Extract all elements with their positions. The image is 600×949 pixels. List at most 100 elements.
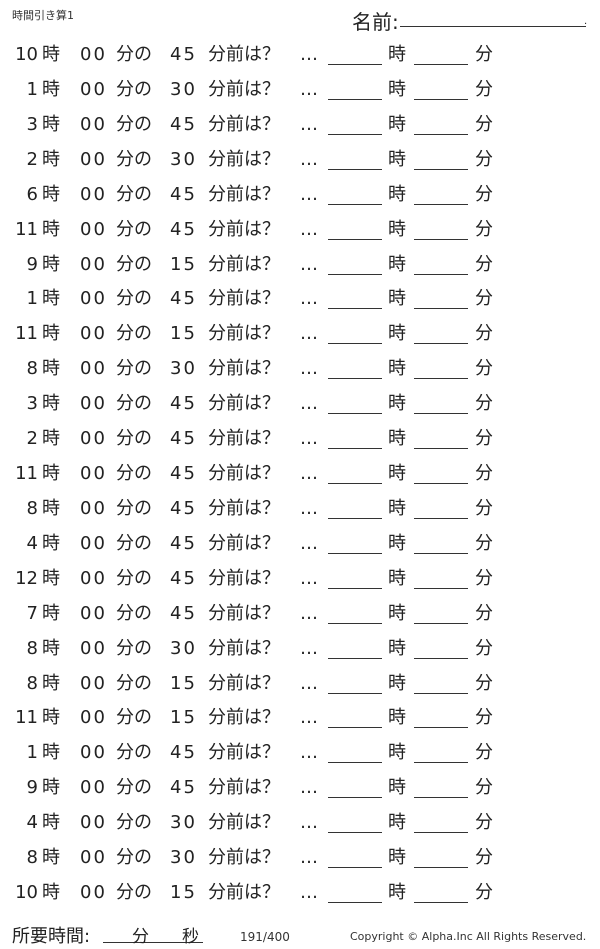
answer-minute-blank[interactable] <box>414 203 468 205</box>
answer-hour-blank[interactable] <box>328 483 382 485</box>
question-text: 分前は？ <box>208 288 280 310</box>
start-minutes: 00 <box>80 323 107 345</box>
start-hour: 9 <box>26 777 38 799</box>
start-minutes: 00 <box>80 882 107 904</box>
answer-minute-blank[interactable] <box>414 832 468 834</box>
subtract-minutes: 15 <box>170 672 197 694</box>
answer-minute-blank[interactable] <box>414 64 468 65</box>
hour-unit: 時 <box>42 288 60 310</box>
answer-minute-blank[interactable] <box>414 867 468 869</box>
answer-minute-blank[interactable] <box>414 273 468 275</box>
answer-hour-blank[interactable] <box>328 168 382 170</box>
answer-minute-blank[interactable] <box>414 762 468 764</box>
hour-unit: 時 <box>42 323 60 345</box>
answer-hour-blank[interactable] <box>328 308 382 310</box>
answer-minute-unit: 分 <box>475 812 493 834</box>
answer-minute-blank[interactable] <box>414 902 468 904</box>
start-hour: 2 <box>26 148 38 170</box>
subtract-minutes: 45 <box>170 288 197 310</box>
answer-hour-blank[interactable] <box>328 343 382 345</box>
answer-hour-blank[interactable] <box>328 98 382 100</box>
answer-hour-blank[interactable] <box>328 238 382 240</box>
answer-minute-blank[interactable] <box>414 168 468 170</box>
problem-row: 10 時 00 分の 45 分前は？… 時分 <box>0 44 600 74</box>
ellipsis: … <box>300 672 318 694</box>
answer-minute-unit: 分 <box>475 497 493 519</box>
answer-hour-blank[interactable] <box>328 448 382 450</box>
answer-hour-blank[interactable] <box>328 552 382 554</box>
ellipsis: … <box>300 532 318 554</box>
answer-hour-blank[interactable] <box>328 273 382 275</box>
answer-minute-blank[interactable] <box>414 238 468 240</box>
worksheet-title: 時間引き算1 <box>12 9 74 22</box>
answer-minute-blank[interactable] <box>414 448 468 450</box>
answer-hour-blank[interactable] <box>328 622 382 624</box>
subtract-minutes: 45 <box>170 567 197 589</box>
problem-row: 7 時 00 分の 45 分前は？… 時分 <box>0 603 600 633</box>
hour-unit: 時 <box>42 183 60 205</box>
minute-unit: 分の <box>116 812 152 834</box>
answer-minute-unit: 分 <box>475 183 493 205</box>
answer-hour-blank[interactable] <box>328 203 382 205</box>
answer-minute-blank[interactable] <box>414 413 468 415</box>
start-minutes: 00 <box>80 148 107 170</box>
answer-hour-blank[interactable] <box>328 133 382 135</box>
answer-minute-blank[interactable] <box>414 98 468 100</box>
answer-hour-blank[interactable] <box>328 867 382 869</box>
question-text: 分前は？ <box>208 672 280 694</box>
question-text: 分前は？ <box>208 847 280 869</box>
subtract-minutes: 45 <box>170 532 197 554</box>
answer-hour-blank[interactable] <box>328 413 382 415</box>
answer-minute-blank[interactable] <box>414 727 468 729</box>
answer-hour-unit: 時 <box>388 497 406 519</box>
minute-unit: 分の <box>116 44 152 65</box>
start-hour: 1 <box>26 288 38 310</box>
answer-hour-blank[interactable] <box>328 692 382 694</box>
answer-hour-blank[interactable] <box>328 727 382 729</box>
answer-hour-unit: 時 <box>388 847 406 869</box>
answer-minute-unit: 分 <box>475 393 493 415</box>
question-text: 分前は？ <box>208 428 280 450</box>
answer-hour-blank[interactable] <box>328 762 382 764</box>
hour-unit: 時 <box>42 777 60 799</box>
answer-minute-blank[interactable] <box>414 692 468 694</box>
question-text: 分前は？ <box>208 567 280 589</box>
answer-hour-blank[interactable] <box>328 587 382 589</box>
time-required-line[interactable] <box>103 942 203 943</box>
answer-hour-blank[interactable] <box>328 378 382 380</box>
answer-minute-blank[interactable] <box>414 552 468 554</box>
answer-hour-blank[interactable] <box>328 64 382 65</box>
start-hour: 3 <box>26 393 38 415</box>
start-minutes: 00 <box>80 497 107 519</box>
ellipsis: … <box>300 847 318 869</box>
answer-minute-blank[interactable] <box>414 343 468 345</box>
start-hour: 8 <box>26 358 38 380</box>
answer-hour-blank[interactable] <box>328 832 382 834</box>
subtract-minutes: 15 <box>170 253 197 275</box>
name-field-line[interactable] <box>400 26 586 27</box>
answer-hour-blank[interactable] <box>328 517 382 519</box>
question-text: 分前は？ <box>208 113 280 135</box>
copyright: Copyright © Alpha.Inc All Rights Reserve… <box>350 930 587 943</box>
answer-hour-unit: 時 <box>388 567 406 589</box>
answer-hour-blank[interactable] <box>328 902 382 904</box>
answer-hour-blank[interactable] <box>328 657 382 659</box>
start-hour: 9 <box>26 253 38 275</box>
hour-unit: 時 <box>42 707 60 729</box>
answer-minute-blank[interactable] <box>414 378 468 380</box>
question-text: 分前は？ <box>208 742 280 764</box>
answer-hour-blank[interactable] <box>328 797 382 799</box>
answer-minute-blank[interactable] <box>414 797 468 799</box>
answer-minute-unit: 分 <box>475 672 493 694</box>
answer-minute-blank[interactable] <box>414 517 468 519</box>
answer-minute-blank[interactable] <box>414 657 468 659</box>
question-text: 分前は？ <box>208 44 280 65</box>
start-hour: 8 <box>26 847 38 869</box>
answer-minute-blank[interactable] <box>414 587 468 589</box>
answer-minute-blank[interactable] <box>414 483 468 485</box>
hour-unit: 時 <box>42 218 60 240</box>
answer-minute-blank[interactable] <box>414 308 468 310</box>
answer-minute-blank[interactable] <box>414 622 468 624</box>
answer-minute-blank[interactable] <box>414 133 468 135</box>
problem-row: 11 時 00 分の 45 分前は？… 時分 <box>0 219 600 249</box>
